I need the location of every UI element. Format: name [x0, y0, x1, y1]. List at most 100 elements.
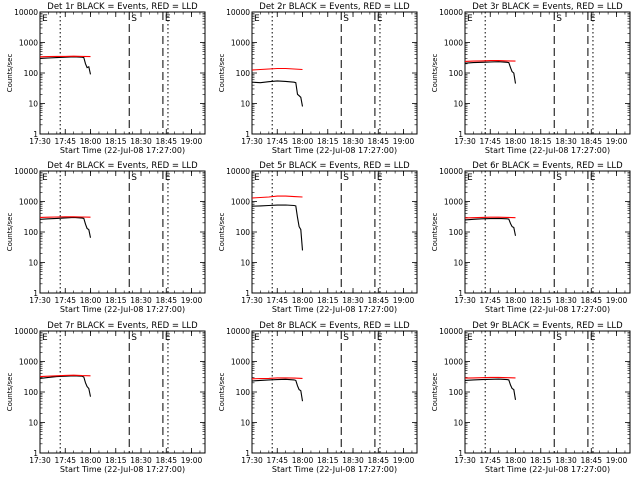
x-tick-label: 18:30: [130, 456, 152, 465]
marker-label: S: [131, 14, 137, 24]
plot-frame: [39, 11, 206, 135]
marker-label-start: E: [42, 333, 48, 343]
y-tick-label: 1000: [444, 198, 463, 207]
y-tick-label: 1: [245, 289, 250, 298]
chart-title: Det 1r BLACK = Events, RED = LLD: [47, 2, 198, 12]
chart-title: Det 7r BLACK = Events, RED = LLD: [47, 321, 198, 331]
x-tick-label: 17:45: [266, 296, 288, 305]
plot-frame: [251, 330, 418, 454]
marker-label: S: [556, 14, 562, 24]
series-line-black: [251, 80, 304, 107]
chart-panel-2: Det 2r BLACK = Events, RED = LLD 1 10 100 10…: [218, 2, 418, 155]
x-tick-label: 18:00: [505, 296, 527, 305]
y-tick-label: 10000: [14, 167, 38, 176]
x-axis-label: Start Time (22-Jul-08 17:27:00): [60, 146, 185, 155]
x-tick-label: 17:30: [454, 296, 476, 305]
marker-label: E: [377, 333, 383, 343]
series-line-red: [39, 55, 91, 58]
marker-label: S: [131, 333, 137, 343]
y-tick-label: 10: [240, 100, 250, 109]
y-tick-label: 100: [24, 228, 39, 237]
y-axis-label: Counts/sec: [218, 54, 226, 93]
y-tick-label: 1000: [19, 358, 38, 367]
x-tick-label: 17:30: [454, 137, 476, 146]
marker-label: S: [343, 333, 349, 343]
x-tick-label: 18:15: [317, 137, 339, 146]
y-tick-label: 1: [458, 449, 463, 458]
y-axis-label: Counts/sec: [218, 213, 226, 252]
marker-label-start: E: [254, 173, 260, 183]
y-tick-label: 10000: [439, 327, 463, 336]
x-tick-label: 19:00: [181, 456, 203, 465]
marker-label-start: E: [42, 173, 48, 183]
y-tick-label: 1: [33, 130, 38, 139]
x-tick-label: 18:30: [130, 296, 152, 305]
x-tick-label: 18:30: [555, 296, 577, 305]
x-axis-label: Start Time (22-Jul-08 17:27:00): [485, 146, 610, 155]
x-tick-label: 18:00: [292, 296, 314, 305]
y-tick-label: 10000: [226, 327, 250, 336]
chart-panel-5: Det 5r BLACK = Events, RED = LLD 1 10 100 10…: [218, 161, 418, 314]
y-tick-label: 10000: [226, 8, 250, 17]
x-tick-label: 18:15: [105, 137, 127, 146]
x-tick-label: 17:30: [454, 456, 476, 465]
marker-label: E: [590, 173, 596, 183]
y-tick-label: 100: [24, 388, 39, 397]
x-tick-label: 18:00: [505, 456, 527, 465]
y-tick-label: 10: [28, 419, 38, 428]
x-tick-label: 18:15: [105, 456, 127, 465]
y-axis-label: Counts/sec: [431, 373, 439, 412]
x-axis-label: Start Time (22-Jul-08 17:27:00): [485, 305, 610, 314]
x-tick-label: 18:30: [555, 456, 577, 465]
x-tick-label: 17:30: [29, 456, 51, 465]
y-tick-label: 1: [458, 289, 463, 298]
marker-label: E: [590, 14, 596, 24]
marker-label: S: [343, 173, 349, 183]
x-tick-label: 18:15: [105, 296, 127, 305]
y-tick-label: 1000: [19, 198, 38, 207]
y-tick-label: 10: [453, 100, 463, 109]
y-axis-label: Counts/sec: [6, 213, 14, 252]
x-axis-label: Start Time (22-Jul-08 17:27:00): [485, 465, 610, 474]
marker-label-start: E: [467, 173, 473, 183]
plot-frame: [39, 170, 206, 294]
plot-frame: [464, 170, 631, 294]
y-tick-label: 1: [458, 130, 463, 139]
x-tick-label: 17:45: [479, 456, 501, 465]
y-tick-label: 1: [245, 449, 250, 458]
plot-frame: [464, 330, 631, 454]
y-tick-label: 1000: [231, 358, 250, 367]
x-tick-label: 18:45: [155, 296, 177, 305]
x-tick-label: 19:00: [393, 296, 415, 305]
y-tick-label: 100: [236, 69, 251, 78]
x-tick-label: 18:45: [155, 137, 177, 146]
marker-label: S: [343, 14, 349, 24]
chart-panel-3: Det 3r BLACK = Events, RED = LLD 1 10 100 10…: [431, 2, 631, 155]
x-axis-label: Start Time (22-Jul-08 17:27:00): [60, 305, 185, 314]
x-tick-label: 17:45: [266, 137, 288, 146]
marker-label: S: [556, 333, 562, 343]
x-tick-label: 18:15: [530, 296, 552, 305]
chart-panel-7: Det 7r BLACK = Events, RED = LLD 1 10 100 10…: [6, 321, 206, 474]
x-tick-label: 17:45: [266, 456, 288, 465]
series-line-red: [251, 377, 303, 380]
y-tick-label: 100: [236, 228, 251, 237]
plot-frame: [251, 11, 418, 135]
x-tick-label: 17:30: [241, 296, 263, 305]
chart-panel-4: Det 4r BLACK = Events, RED = LLD 1 10 100 10…: [6, 161, 206, 314]
x-tick-label: 17:45: [479, 296, 501, 305]
y-tick-label: 100: [449, 69, 464, 78]
marker-label: E: [165, 173, 171, 183]
y-axis-label: Counts/sec: [431, 213, 439, 252]
x-tick-label: 17:45: [54, 456, 76, 465]
series-line-red: [251, 195, 303, 199]
chart-title: Det 8r BLACK = Events, RED = LLD: [259, 321, 410, 331]
marker-label-start: E: [254, 333, 260, 343]
x-tick-label: 18:15: [530, 456, 552, 465]
x-tick-label: 18:00: [80, 296, 102, 305]
plot-frame: [39, 330, 206, 454]
marker-label: S: [556, 173, 562, 183]
marker-label: E: [377, 14, 383, 24]
x-tick-label: 18:45: [580, 456, 602, 465]
y-tick-label: 1000: [444, 39, 463, 48]
